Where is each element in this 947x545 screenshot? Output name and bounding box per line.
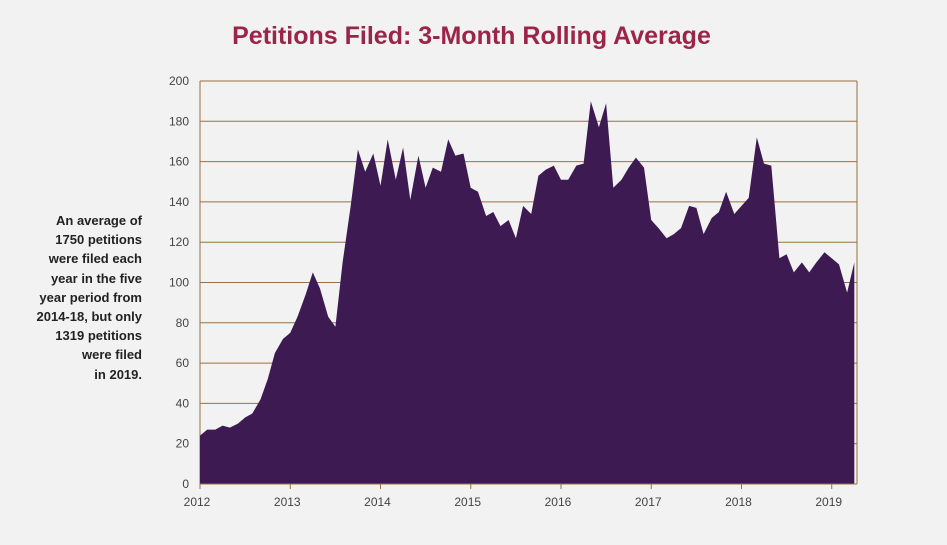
chart-title-text: Petitions Filed: 3-Month Rolling Average: [232, 22, 711, 50]
annotation-line: were filed: [82, 347, 142, 363]
y-tick-label: 200: [169, 74, 189, 88]
x-tick-label: 2018: [725, 495, 752, 509]
y-tick-label: 180: [169, 114, 189, 128]
x-tick-label: 2016: [545, 495, 572, 509]
y-tick-label: 140: [169, 195, 189, 209]
x-tick-label: 2019: [815, 495, 842, 509]
y-tick-label: 40: [176, 396, 190, 410]
y-tick-label: 100: [169, 276, 189, 290]
annotation-line: year in the five: [50, 270, 142, 286]
y-tick-label: 60: [176, 356, 190, 370]
x-tick-label: 2012: [184, 495, 211, 509]
annotation-line: An average of: [56, 213, 142, 228]
annotation-line: were filed each: [48, 251, 142, 267]
annotation-text: An average of 1750 petitions were filed …: [2, 211, 142, 384]
x-tick-label: 2015: [454, 495, 481, 509]
x-tick-label: 2017: [635, 495, 662, 509]
y-tick-label: 20: [176, 437, 190, 451]
annotation-line: 2014-18, but only: [36, 309, 142, 325]
y-tick-label: 120: [169, 235, 189, 249]
annotation-line: year period from: [39, 289, 142, 305]
annotation-line: in 2019.: [94, 366, 142, 382]
chart-title: Petitions Filed: 3-Month Rolling Average: [0, 22, 947, 51]
y-tick-label: 160: [169, 155, 189, 169]
annotation-line: 1750 petitions: [55, 232, 142, 248]
y-tick-label: 80: [176, 316, 190, 330]
annotation-line: 1319 petitions: [55, 328, 142, 344]
area-series: [200, 101, 855, 484]
x-tick-label: 2014: [364, 495, 391, 509]
y-tick-label: 0: [182, 477, 189, 491]
x-tick-label: 2013: [274, 495, 301, 509]
